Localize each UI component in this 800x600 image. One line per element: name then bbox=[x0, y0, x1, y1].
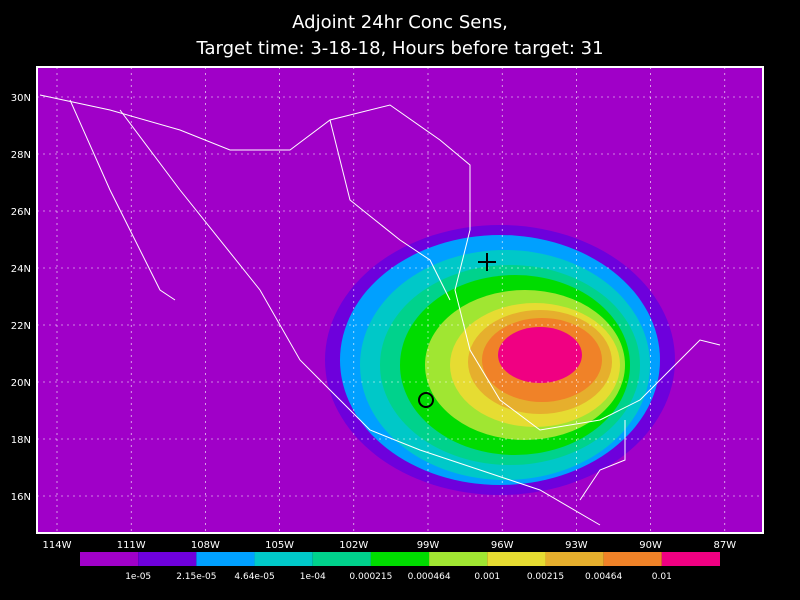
colorbar-box bbox=[487, 552, 546, 566]
colorbar-box bbox=[370, 552, 430, 566]
colorbar-box bbox=[196, 552, 255, 566]
lon-label: 90W bbox=[639, 540, 662, 551]
lat-label: 22N bbox=[11, 321, 31, 332]
border bbox=[579, 420, 626, 501]
colorbar-label: 1e-04 bbox=[300, 572, 326, 582]
coastline bbox=[69, 99, 176, 301]
colorbar-box bbox=[312, 552, 371, 566]
border bbox=[329, 119, 451, 301]
title-line: Adjoint 24hr Conc Sens, bbox=[292, 12, 508, 33]
colorbar-label: 0.000215 bbox=[349, 572, 392, 582]
lon-label: 93W bbox=[565, 540, 588, 551]
colorbar-box bbox=[545, 552, 604, 566]
lon-label: 108W bbox=[191, 540, 220, 551]
grid bbox=[37, 67, 763, 533]
colorbar-label: 0.00215 bbox=[527, 572, 564, 582]
lat-label: 24N bbox=[11, 264, 31, 275]
lon-label: 96W bbox=[491, 540, 514, 551]
colorbar-label: 1e-05 bbox=[125, 572, 151, 582]
lat-label: 26N bbox=[11, 207, 31, 218]
colorbar-box bbox=[429, 552, 488, 566]
lon-label: 102W bbox=[339, 540, 368, 551]
lat-label: 28N bbox=[11, 150, 31, 161]
lon-label: 111W bbox=[117, 540, 146, 551]
coastline bbox=[39, 94, 721, 431]
colorbar-label: 0.000464 bbox=[408, 572, 451, 582]
colorbar-box bbox=[661, 552, 720, 566]
coastlines bbox=[39, 94, 721, 526]
map-frame bbox=[36, 66, 764, 534]
lat-label: 18N bbox=[11, 435, 31, 446]
colorbar-box bbox=[80, 552, 139, 566]
colorbar: 1e-05 2.15e-05 4.64e-05 1e-04 0.000215 0.0004… bbox=[80, 552, 720, 582]
colorbar-box bbox=[138, 552, 197, 566]
colorbar-label: 4.64e-05 bbox=[234, 572, 274, 582]
colorbar-label: 2.15e-05 bbox=[176, 572, 216, 582]
source-marker bbox=[418, 392, 434, 408]
lon-label: 87W bbox=[713, 540, 736, 551]
coastline bbox=[119, 109, 601, 526]
lat-label: 30N bbox=[11, 93, 31, 104]
colorbar-box bbox=[254, 552, 313, 566]
lon-label: 114W bbox=[43, 540, 72, 551]
colorbar-box bbox=[603, 552, 662, 566]
lat-label: 16N bbox=[11, 492, 31, 503]
lat-label: 20N bbox=[11, 378, 31, 389]
plume-contour bbox=[498, 327, 582, 383]
colorbar-label: 0.01 bbox=[652, 572, 672, 582]
axis-labels: 30N 28N 26N 24N 22N 20N 18N 16N 114W 111W 108W 105W… bbox=[11, 93, 736, 551]
colorbar-label: 0.001 bbox=[474, 572, 500, 582]
colorbar-label: 0.00464 bbox=[585, 572, 622, 582]
lon-label: 99W bbox=[417, 540, 440, 551]
target-marker bbox=[478, 253, 496, 271]
title-line: Target time: 3-18-18, Hours before targe… bbox=[195, 38, 603, 59]
lon-label: 105W bbox=[265, 540, 294, 551]
plume bbox=[325, 225, 675, 495]
